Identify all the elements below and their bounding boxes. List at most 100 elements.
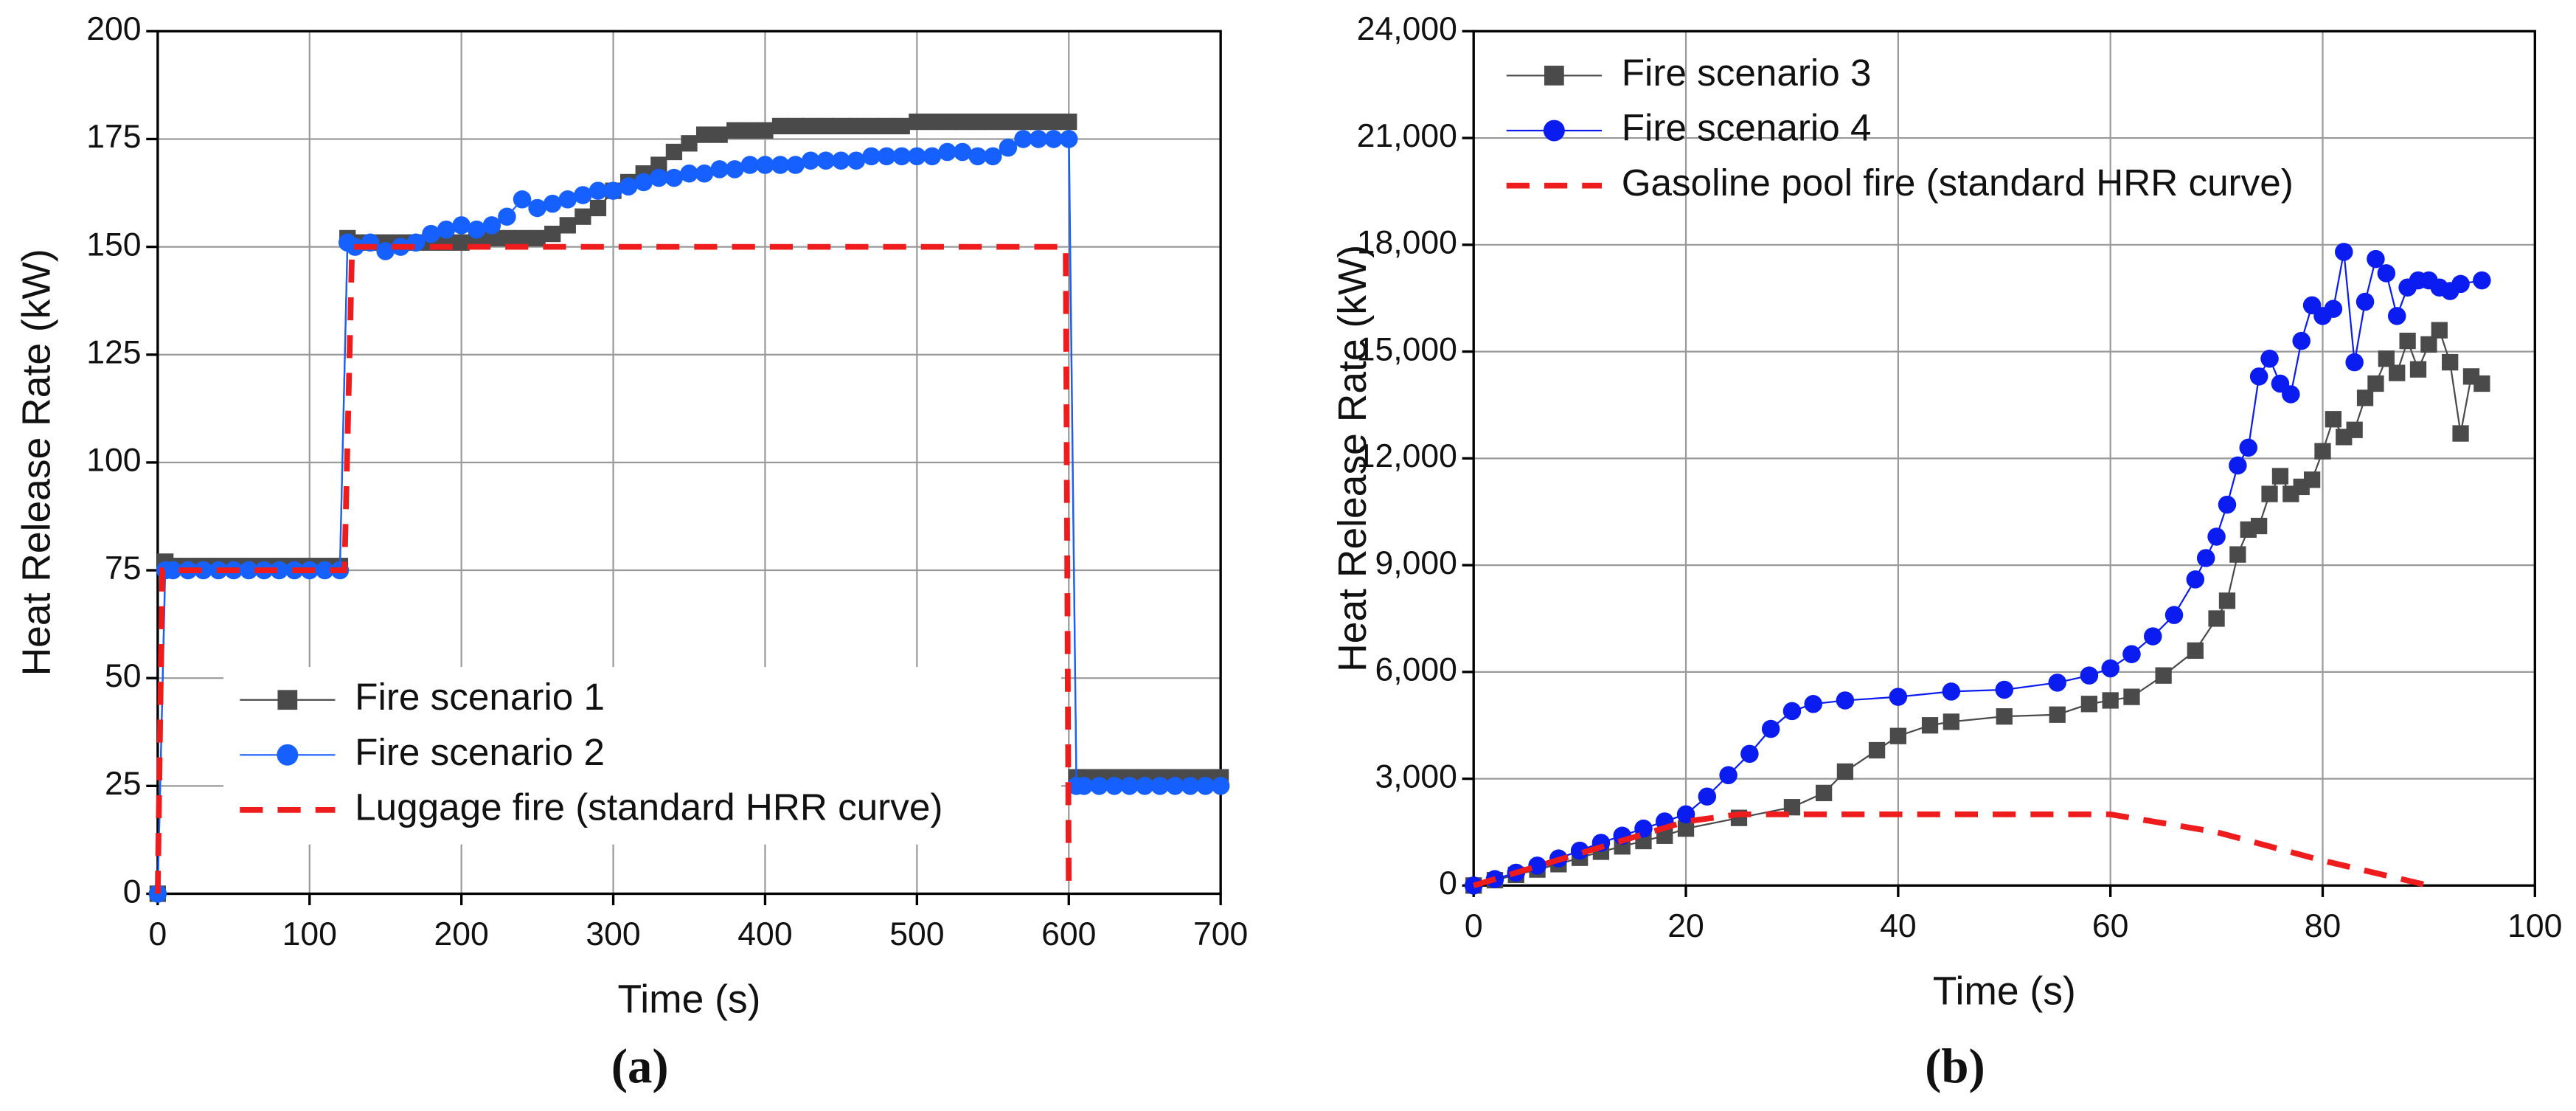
marker xyxy=(2048,674,2066,692)
y-tick-label: 9,000 xyxy=(1375,545,1457,581)
plot-frame xyxy=(156,30,1222,896)
marker xyxy=(544,225,561,243)
legend-label: Gasoline pool fire (standard HRR curve) xyxy=(1622,162,2294,204)
marker xyxy=(528,198,546,218)
marker xyxy=(437,220,456,239)
marker xyxy=(422,224,440,243)
marker xyxy=(771,156,790,174)
marker xyxy=(2356,390,2374,406)
marker xyxy=(801,151,820,170)
marker xyxy=(847,117,865,135)
marker xyxy=(2186,570,2205,589)
marker xyxy=(2249,367,2268,386)
marker xyxy=(878,117,895,135)
marker xyxy=(1676,805,1695,824)
marker xyxy=(877,147,896,166)
marker xyxy=(2229,546,2246,563)
marker xyxy=(1782,702,1802,721)
marker xyxy=(680,164,698,183)
x-tick-label: 60 xyxy=(2092,908,2129,944)
marker xyxy=(650,156,667,173)
x-tick-label: 700 xyxy=(1193,916,1248,952)
marker xyxy=(1719,766,1737,785)
marker xyxy=(2196,549,2215,567)
legend-marker xyxy=(1544,66,1564,86)
marker xyxy=(1889,727,1906,744)
marker xyxy=(664,168,684,187)
marker xyxy=(726,160,744,179)
marker xyxy=(2377,264,2396,283)
marker xyxy=(2229,456,2247,475)
legend-label: Fire scenario 4 xyxy=(1622,107,1872,149)
marker xyxy=(1044,130,1063,148)
x-axis-title: Time (s) xyxy=(1933,969,2076,1013)
marker xyxy=(985,113,1001,131)
marker xyxy=(2143,627,2162,646)
marker xyxy=(1060,113,1077,131)
legend-marker xyxy=(277,690,298,710)
marker xyxy=(847,151,866,170)
marker xyxy=(681,135,698,152)
x-tick-label: 0 xyxy=(148,916,167,952)
marker xyxy=(954,113,971,131)
marker xyxy=(1783,799,1801,816)
marker xyxy=(2102,692,2119,709)
y-tick-label: 200 xyxy=(86,11,141,47)
marker xyxy=(923,147,942,166)
marker xyxy=(619,177,638,196)
marker xyxy=(939,113,956,131)
marker xyxy=(1211,777,1230,795)
y-tick-label: 0 xyxy=(1439,865,1457,901)
marker xyxy=(2080,666,2099,685)
marker xyxy=(2367,249,2385,269)
marker xyxy=(1090,777,1108,795)
marker xyxy=(741,122,759,139)
marker xyxy=(604,181,622,200)
marker xyxy=(1570,841,1589,860)
y-tick-label: 6,000 xyxy=(1375,652,1457,688)
marker xyxy=(634,173,653,192)
marker xyxy=(1135,777,1154,795)
y-tick-label: 175 xyxy=(86,119,141,155)
marker xyxy=(862,147,881,166)
marker xyxy=(1015,113,1032,131)
marker xyxy=(863,117,880,135)
marker xyxy=(2325,411,2342,428)
y-tick-label: 12,000 xyxy=(1357,438,1457,474)
marker xyxy=(1677,820,1695,837)
marker xyxy=(240,561,258,580)
marker xyxy=(1029,130,1048,148)
marker xyxy=(711,126,728,143)
marker xyxy=(1698,787,1717,806)
caption: (b) xyxy=(1925,1039,1985,1093)
marker xyxy=(2442,353,2459,371)
marker xyxy=(2378,350,2395,367)
marker xyxy=(1181,777,1200,795)
marker xyxy=(2367,375,2384,392)
marker xyxy=(968,147,987,166)
marker xyxy=(559,217,576,234)
marker xyxy=(2282,385,2300,404)
y-tick-label: 18,000 xyxy=(1357,225,1457,261)
marker xyxy=(316,561,334,580)
y-tick-label: 15,000 xyxy=(1357,331,1457,367)
marker xyxy=(999,113,1017,131)
caption: (a) xyxy=(611,1039,669,1093)
marker xyxy=(1804,695,1822,713)
y-tick-label: 50 xyxy=(105,658,142,694)
y-tick-label: 25 xyxy=(105,766,142,802)
marker xyxy=(1060,130,1078,148)
marker xyxy=(923,113,941,131)
x-tick-label: 100 xyxy=(282,916,337,952)
marker xyxy=(786,156,805,174)
x-tick-label: 300 xyxy=(586,916,640,952)
x-tick-label: 400 xyxy=(737,916,792,952)
marker xyxy=(2431,322,2448,339)
marker xyxy=(513,229,531,247)
y-tick-label: 21,000 xyxy=(1357,118,1457,154)
marker xyxy=(740,156,760,174)
marker xyxy=(574,208,591,225)
marker xyxy=(938,142,957,162)
x-tick-label: 0 xyxy=(1465,908,1483,944)
